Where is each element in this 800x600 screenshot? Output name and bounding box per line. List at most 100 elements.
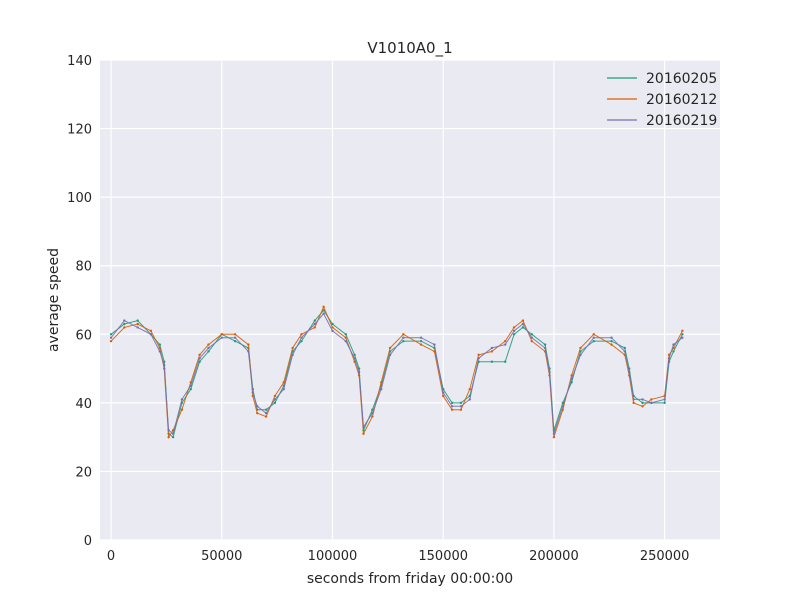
x-tick-label: 150000 bbox=[418, 549, 468, 564]
data-point bbox=[158, 350, 161, 353]
data-point bbox=[322, 309, 325, 312]
data-point bbox=[530, 339, 533, 343]
data-point bbox=[264, 411, 268, 415]
series-layer bbox=[109, 305, 684, 439]
series-line bbox=[110, 305, 683, 439]
data-point bbox=[362, 432, 365, 435]
data-point bbox=[220, 336, 223, 339]
data-point bbox=[247, 350, 250, 353]
data-point bbox=[136, 326, 139, 329]
data-point bbox=[512, 326, 516, 329]
series-line bbox=[110, 312, 683, 435]
data-point bbox=[402, 333, 405, 336]
data-point bbox=[530, 336, 533, 339]
data-point bbox=[380, 387, 383, 391]
data-point bbox=[322, 312, 325, 315]
data-point bbox=[442, 394, 445, 398]
series-20160219 bbox=[109, 312, 684, 435]
data-point bbox=[468, 398, 471, 401]
data-point bbox=[189, 387, 192, 391]
plot-area bbox=[100, 60, 720, 540]
data-point bbox=[313, 326, 316, 329]
data-point bbox=[504, 343, 507, 346]
data-point bbox=[331, 326, 334, 329]
legend: 20160205 20160212 20160219 bbox=[607, 71, 717, 129]
data-point bbox=[521, 322, 525, 326]
data-point bbox=[123, 326, 126, 329]
y-tick-label: 20 bbox=[75, 465, 92, 480]
data-point bbox=[459, 408, 463, 411]
data-point bbox=[419, 336, 423, 339]
data-point bbox=[149, 333, 153, 336]
data-point bbox=[300, 339, 303, 343]
data-point bbox=[650, 401, 653, 405]
data-point bbox=[623, 350, 626, 353]
data-point bbox=[450, 401, 454, 405]
x-tick-label: 250000 bbox=[640, 549, 690, 564]
data-point bbox=[207, 343, 210, 346]
data-point bbox=[459, 405, 463, 408]
data-point bbox=[641, 401, 644, 405]
data-point bbox=[561, 405, 564, 408]
data-point bbox=[623, 346, 626, 350]
data-point bbox=[632, 398, 635, 401]
data-point bbox=[344, 336, 347, 339]
data-point bbox=[331, 329, 334, 333]
data-point bbox=[251, 391, 254, 394]
data-point bbox=[628, 370, 631, 374]
y-tick-label: 140 bbox=[67, 54, 92, 69]
data-point bbox=[264, 408, 268, 411]
data-point bbox=[579, 346, 582, 350]
x-tick-label: 50000 bbox=[201, 549, 242, 564]
data-point bbox=[459, 401, 463, 405]
data-point bbox=[667, 357, 671, 360]
data-point bbox=[450, 408, 454, 411]
data-point bbox=[247, 343, 250, 346]
data-point bbox=[313, 322, 316, 326]
data-point bbox=[504, 339, 507, 343]
data-point bbox=[163, 363, 166, 367]
x-tick-label: 100000 bbox=[308, 549, 358, 564]
data-point bbox=[158, 346, 161, 350]
data-point bbox=[331, 322, 334, 326]
data-point bbox=[123, 319, 126, 322]
data-point bbox=[433, 343, 436, 346]
data-point bbox=[371, 415, 374, 418]
data-point bbox=[419, 339, 423, 343]
data-point bbox=[371, 411, 374, 415]
y-tick-label: 100 bbox=[67, 191, 92, 206]
data-point bbox=[233, 333, 237, 336]
x-axis: 0 50000 100000 150000 200000 250000 bbox=[107, 549, 690, 564]
data-point bbox=[353, 357, 356, 360]
data-point bbox=[380, 381, 383, 384]
grid-lines bbox=[100, 59, 720, 541]
data-point bbox=[256, 405, 259, 408]
data-point bbox=[344, 333, 347, 336]
y-tick-label: 120 bbox=[67, 123, 92, 138]
data-point bbox=[388, 346, 392, 350]
x-tick-label: 0 bbox=[107, 549, 115, 564]
data-point bbox=[570, 377, 573, 381]
data-point bbox=[610, 336, 613, 339]
data-point bbox=[672, 343, 675, 346]
data-point bbox=[180, 398, 184, 401]
data-point bbox=[681, 333, 684, 336]
data-point bbox=[189, 384, 192, 387]
data-point bbox=[362, 425, 365, 429]
data-point bbox=[273, 398, 277, 401]
data-point bbox=[300, 336, 303, 339]
y-axis-label: average speed bbox=[46, 248, 62, 352]
data-point bbox=[109, 336, 113, 339]
data-point bbox=[433, 350, 436, 353]
data-point bbox=[672, 350, 675, 353]
data-point bbox=[158, 343, 161, 346]
data-point bbox=[171, 435, 175, 439]
data-point bbox=[632, 401, 635, 405]
data-point bbox=[256, 411, 259, 415]
data-point bbox=[388, 353, 392, 357]
data-point bbox=[521, 319, 525, 322]
y-tick-label: 80 bbox=[75, 260, 92, 275]
x-axis-label: seconds from friday 00:00:00 bbox=[307, 571, 513, 587]
data-point bbox=[198, 357, 201, 360]
data-point bbox=[490, 360, 494, 363]
